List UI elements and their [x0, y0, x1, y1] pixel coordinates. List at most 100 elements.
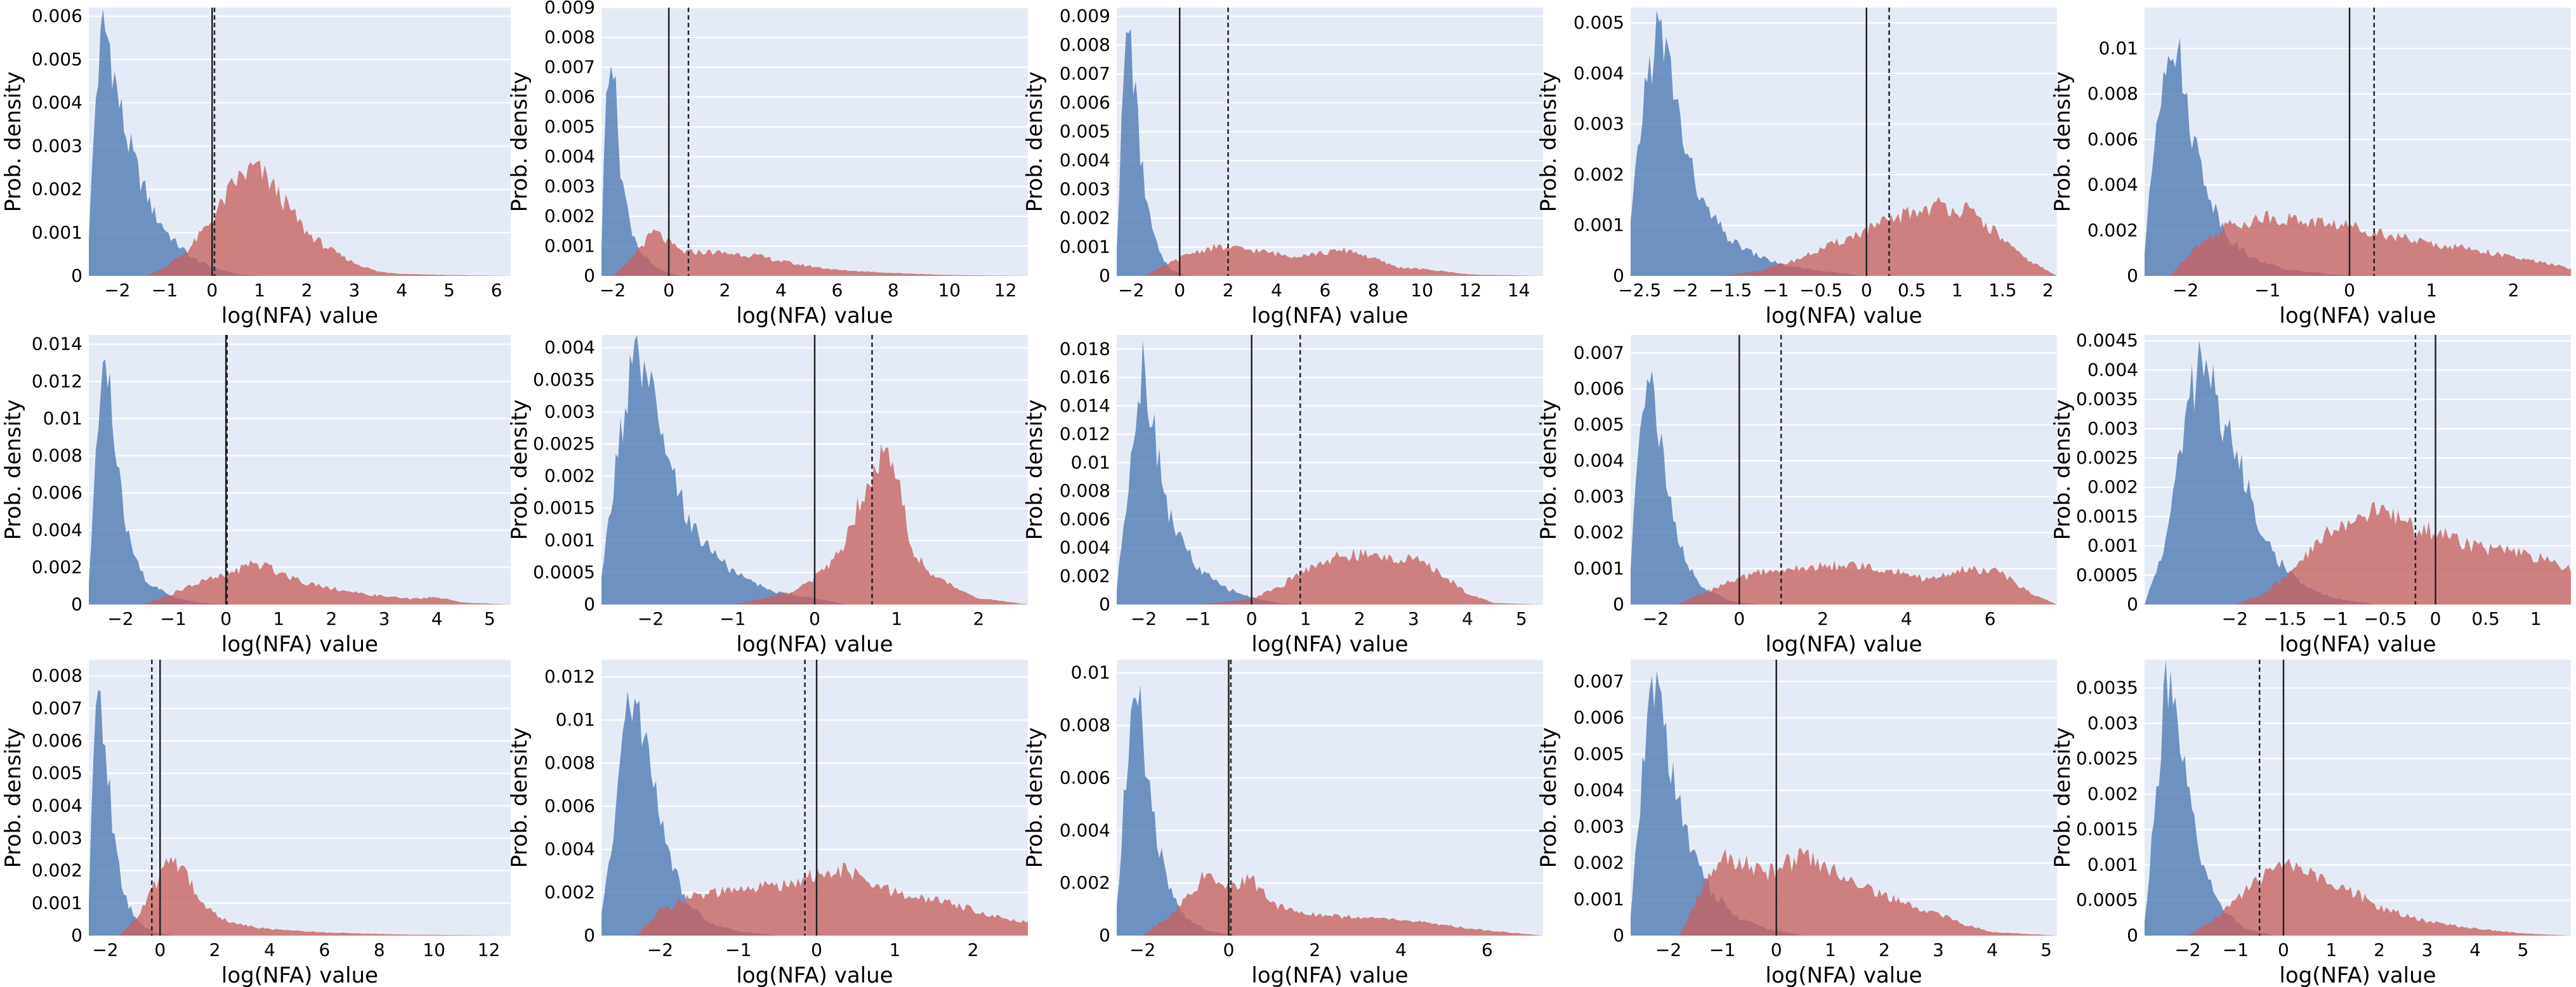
- y-tick-label: 0.008: [1060, 715, 1110, 736]
- plot-background: [1631, 335, 2057, 605]
- red-density-area: [89, 560, 511, 605]
- y-tick-label: 0: [1099, 594, 1110, 615]
- x-tick-label: 4: [264, 939, 275, 960]
- x-tick-label: −2: [1118, 280, 1144, 301]
- x-tick-label: 0: [154, 939, 166, 960]
- x-tick-label: −1.5: [2263, 608, 2306, 629]
- x-tick-label: −2: [1672, 280, 1698, 301]
- y-tick-label: 0.003: [1060, 179, 1110, 200]
- x-tick-label: 14: [1508, 280, 1530, 301]
- x-tick-label: 4: [1271, 280, 1282, 301]
- y-tick-label: 0: [584, 925, 595, 946]
- blue-density-area: [601, 335, 1028, 605]
- x-tick-label: −1: [1763, 280, 1789, 301]
- x-tick-label: 0: [663, 280, 674, 301]
- chart-panel-14: 0 0.001 0.002 0.003 0.004 0.005 0.006 0.007 −2 −1…: [1536, 660, 2057, 987]
- y-tick-label: 0.012: [1060, 424, 1110, 445]
- y-tick-label: 0.001: [2087, 535, 2138, 556]
- chart-panel-12: 0 0.002 0.004 0.006 0.008 0.01 0.012 −2 −1 0 1 2 log…: [507, 660, 1028, 987]
- chart-panel-6: 0 0.002 0.004 0.006 0.008 0.01 0.012 0.014 −2 −1 0…: [1, 334, 511, 657]
- red-density-area: [2145, 858, 2571, 936]
- chart-panel-4: 0 0.001 0.002 0.003 0.004 0.005 −2.5 −2 −1.5 −1 −0…: [1536, 8, 2057, 329]
- x-tick-label: 6: [319, 939, 330, 960]
- x-tick-label: 3: [379, 608, 390, 629]
- x-axis-label: log(NFA) value: [736, 963, 893, 987]
- y-tick-label: 0.005: [32, 49, 82, 70]
- y-axis-label: Prob. density: [507, 728, 532, 868]
- y-tick-label: 0.007: [1060, 63, 1110, 84]
- y-axis-label: Prob. density: [507, 400, 532, 540]
- y-axis-label: Prob. density: [1536, 728, 1561, 868]
- chart-panel-3: 0 0.001 0.002 0.003 0.004 0.005 0.006 0.007 0.00…: [1022, 6, 1543, 329]
- y-tick-label: 0.01: [1071, 452, 1110, 473]
- blue-density-area: [89, 690, 511, 936]
- y-tick-label: 0.008: [544, 752, 595, 773]
- x-tick-label: 0: [1733, 608, 1745, 629]
- red-density-area: [1117, 871, 1543, 936]
- x-tick-label: 0: [1861, 280, 1872, 301]
- x-tick-label: −2: [2174, 939, 2200, 960]
- y-tick-label: 0.004: [544, 839, 595, 860]
- y-tick-label: 0.001: [544, 235, 595, 256]
- y-tick-label: 0.002: [2087, 783, 2138, 804]
- red-density-area: [2145, 210, 2571, 276]
- chart-panel-15: 0 0.0005 0.001 0.0015 0.002 0.0025 0.003 0.0035…: [2050, 660, 2571, 987]
- y-tick-label: 0.002: [1574, 164, 1624, 185]
- y-tick-label: 0.004: [1060, 820, 1110, 840]
- x-tick-label: 6: [1482, 939, 1493, 960]
- y-tick-label: 0: [584, 265, 595, 286]
- x-tick-label: −1: [720, 608, 746, 629]
- y-axis-label: Prob. density: [1536, 400, 1561, 540]
- x-axis-label: log(NFA) value: [736, 303, 893, 329]
- x-tick-label: −2: [92, 939, 118, 960]
- x-tick-label: 0.5: [2471, 608, 2500, 629]
- y-tick-label: 0.012: [544, 666, 595, 687]
- y-tick-label: 0.002: [544, 466, 595, 487]
- y-axis-label: Prob. density: [1, 728, 26, 868]
- y-tick-label: 0.003: [544, 401, 595, 422]
- y-tick-label: 0.006: [544, 795, 595, 816]
- y-tick-label: 0.001: [2087, 854, 2138, 875]
- x-tick-label: −2: [1131, 608, 1157, 629]
- x-tick-label: 1: [1952, 280, 1963, 301]
- x-tick-label: 4: [396, 280, 407, 301]
- chart-panel-13: 0 0.002 0.004 0.006 0.008 0.01 −2 0 2 4 6 log(NFA) …: [1022, 660, 1543, 987]
- x-tick-label: 0: [1771, 939, 1782, 960]
- y-tick-label: 0.016: [1060, 367, 1110, 388]
- y-tick-label: 0.004: [1574, 450, 1624, 471]
- x-tick-label: 3: [349, 280, 360, 301]
- y-tick-label: 0.008: [32, 445, 82, 466]
- y-tick-label: 0.007: [544, 56, 595, 77]
- blue-density-area: [1117, 339, 1543, 605]
- y-tick-label: 0.0015: [533, 497, 595, 518]
- x-axis-label: log(NFA) value: [1765, 963, 1922, 987]
- x-tick-label: −1: [2223, 939, 2249, 960]
- x-tick-label: −1: [1185, 608, 1211, 629]
- y-tick-label: 0.001: [32, 222, 82, 243]
- x-tick-label: 4: [1395, 939, 1407, 960]
- y-axis-label: Prob. density: [1022, 400, 1048, 540]
- x-tick-label: −1: [725, 939, 751, 960]
- y-tick-label: 0.014: [1060, 395, 1110, 416]
- x-tick-label: 5: [484, 608, 496, 629]
- y-tick-label: 0.002: [1060, 565, 1110, 586]
- x-axis-label: log(NFA) value: [221, 303, 378, 329]
- y-tick-label: 0.01: [1071, 662, 1110, 683]
- y-tick-label: 0: [71, 925, 82, 946]
- y-tick-label: 0.005: [1574, 743, 1624, 764]
- y-tick-label: 0.004: [1060, 150, 1110, 171]
- red-density-area: [89, 160, 511, 276]
- y-tick-label: 0.004: [544, 146, 595, 167]
- blue-density-area: [1117, 684, 1543, 936]
- y-tick-label: 0.003: [32, 827, 82, 848]
- y-tick-label: 0.006: [1574, 707, 1624, 728]
- x-axis-label: log(NFA) value: [221, 632, 378, 657]
- y-axis-label: Prob. density: [1022, 72, 1048, 212]
- y-tick-label: 0.001: [32, 892, 82, 913]
- x-tick-label: 1: [889, 939, 900, 960]
- chart-panel-11: 0 0.001 0.002 0.003 0.004 0.005 0.006 0.007 0.00…: [1, 660, 511, 987]
- blue-density-area: [2145, 340, 2571, 605]
- x-tick-label: −0.5: [1799, 280, 1843, 301]
- y-tick-label: 0.006: [1060, 509, 1110, 530]
